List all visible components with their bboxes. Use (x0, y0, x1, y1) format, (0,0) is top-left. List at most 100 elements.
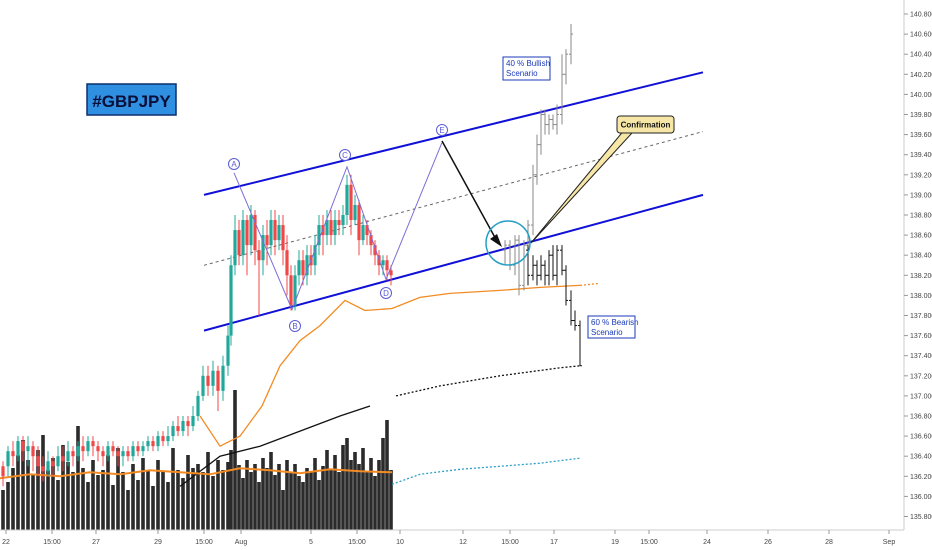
volume-bar (277, 464, 281, 530)
volume-bar (261, 458, 265, 530)
y-tick-label: 140.200 (910, 72, 932, 79)
candle (321, 215, 325, 256)
confirmation-callout: Confirmation (616, 115, 675, 134)
candle (569, 290, 573, 326)
volume-bar (21, 440, 25, 530)
candle (31, 441, 35, 472)
volume-bar (237, 465, 241, 530)
volume-bar (56, 480, 60, 530)
volume-bar (181, 478, 185, 530)
volume-bar (265, 468, 269, 530)
volume-bar (131, 464, 135, 530)
wave-label-b: B (289, 320, 301, 332)
y-tick-label: 136.800 (910, 414, 932, 421)
candle (503, 240, 507, 266)
channel-lower-line (203, 193, 704, 332)
channel (203, 71, 704, 332)
moving-averages (0, 282, 601, 487)
candle (573, 310, 577, 331)
y-tick-label: 137.200 (910, 373, 932, 380)
candle (121, 446, 125, 467)
candle (26, 436, 30, 467)
x-tick-label: 15:00 (195, 539, 213, 546)
volume-bar (301, 482, 305, 530)
volume-bar (297, 476, 301, 530)
volume-bar (91, 460, 95, 530)
candle (229, 255, 233, 346)
volume-bar (341, 445, 345, 530)
candle (136, 441, 140, 457)
ma-black-projection (395, 365, 581, 397)
candle (522, 240, 526, 291)
volume-bar (176, 470, 180, 530)
candle (349, 174, 353, 236)
candle (245, 215, 249, 276)
volume-bar (285, 460, 289, 530)
volume-bar (171, 448, 175, 530)
wave-labels: A B C D E (228, 124, 448, 332)
volume-bar (281, 490, 285, 530)
candle (578, 320, 582, 367)
y-tick-label: 136.400 (910, 454, 932, 461)
volume-bar (206, 452, 210, 530)
volume-bar (151, 486, 155, 530)
y-tick-label: 137.000 (910, 393, 932, 400)
volume-bar (16, 455, 20, 530)
candle (265, 220, 269, 266)
bearish-scenario-line1: 60 % Bearish (591, 318, 639, 327)
x-tick-label: 15:00 (348, 539, 366, 546)
volume-bar (46, 470, 50, 530)
wave-label-c: C (339, 149, 351, 161)
x-tick-label: 27 (92, 539, 100, 546)
candle (547, 250, 551, 286)
volume-bar (141, 458, 145, 530)
candle (517, 235, 521, 296)
x-tick-label: 22 (2, 539, 10, 546)
confirmation-circle (485, 220, 531, 266)
volume-bar (365, 472, 369, 530)
volume-bar (333, 455, 337, 530)
candle (116, 446, 120, 467)
candle (91, 436, 95, 457)
volume-bar (373, 476, 377, 530)
candle (191, 405, 195, 432)
volume-bar (36, 450, 40, 530)
candle (6, 446, 10, 477)
candle (257, 240, 261, 316)
svg-text:A: A (231, 160, 237, 169)
candle (281, 215, 285, 266)
x-tick-label: 29 (154, 539, 162, 546)
x-tick-label: Aug (235, 539, 248, 546)
volume-bar (96, 475, 100, 530)
volume-bar (126, 490, 130, 530)
candle (171, 421, 175, 442)
volume-bar (253, 464, 257, 530)
candle (36, 446, 40, 477)
y-tick-label: 137.600 (910, 333, 932, 340)
x-tick-label: 24 (703, 539, 711, 546)
volume-bar (321, 466, 325, 530)
volume-bar (345, 438, 349, 530)
y-tick-label: 138.800 (910, 213, 932, 220)
y-tick-label: 138.400 (910, 253, 932, 260)
candle (389, 265, 393, 286)
ma-cyan-projection (391, 457, 581, 485)
x-tick-label: 15:00 (640, 539, 658, 546)
volume-bar (361, 448, 365, 530)
y-tick-label: 137.400 (910, 353, 932, 360)
volume-bar (106, 455, 110, 530)
y-tick-label: 139.800 (910, 112, 932, 119)
x-tick-label: 12 (459, 539, 467, 546)
candle (535, 260, 539, 286)
volume-bar (191, 468, 195, 530)
candle (221, 355, 225, 401)
candle (564, 265, 568, 306)
volume-bar (156, 460, 160, 530)
title-badge: #GBPJPY (86, 83, 177, 116)
candle (1, 461, 5, 487)
candle (226, 325, 230, 376)
candle (181, 416, 185, 437)
volume-bar (196, 464, 200, 530)
volume-bar (349, 460, 353, 530)
candle (301, 250, 305, 286)
